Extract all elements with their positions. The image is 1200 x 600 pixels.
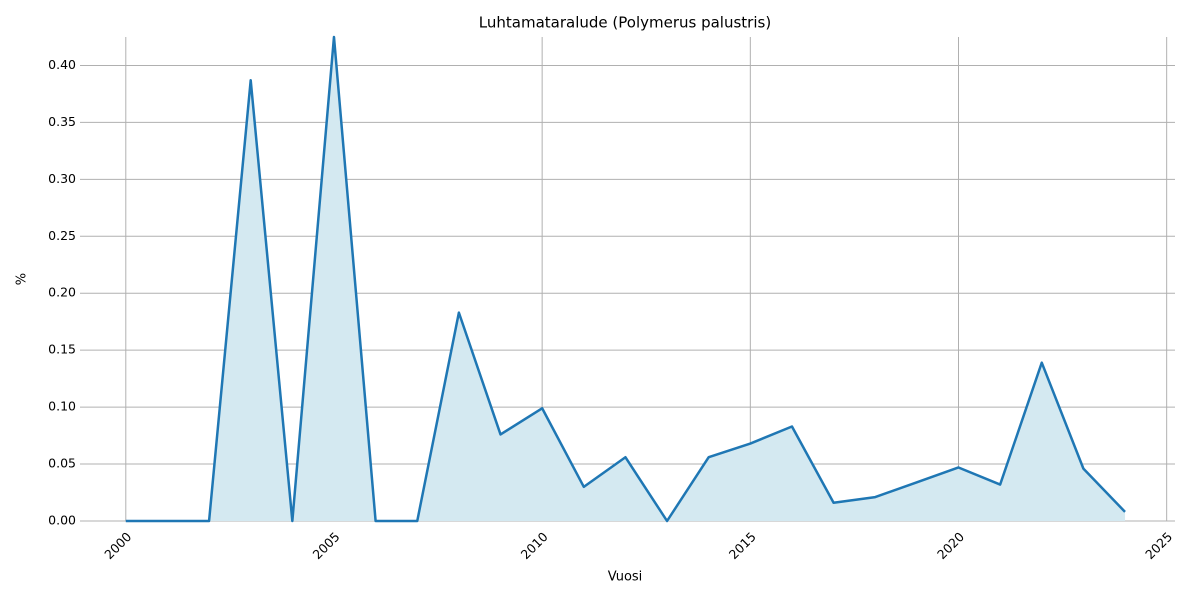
y-tick-label: 0.35 (48, 114, 76, 129)
y-tick-label: 0.00 (48, 513, 76, 528)
y-tick-label: 0.30 (48, 171, 76, 186)
y-tick-label: 0.25 (48, 228, 76, 243)
y-tick-label: 0.15 (48, 342, 76, 357)
y-tick-label: 0.40 (48, 57, 76, 72)
chart-title: Luhtamataralude (Polymerus palustris) (479, 14, 771, 32)
y-tick-label: 0.20 (48, 285, 76, 300)
x-tick-label: 2025 (1142, 529, 1175, 562)
y-tick-label: 0.05 (48, 456, 76, 471)
y-tick-label: 0.10 (48, 399, 76, 414)
y-axis-label: % (15, 273, 30, 285)
x-tick-label: 2020 (934, 529, 967, 562)
x-tick-label: 2000 (101, 529, 134, 562)
x-axis-label: Vuosi (608, 570, 643, 585)
x-tick-label: 2015 (726, 529, 759, 562)
x-tick-label: 2010 (518, 529, 551, 562)
area (125, 37, 1126, 521)
x-tick-label: 2005 (309, 529, 342, 562)
line (125, 35, 1126, 523)
